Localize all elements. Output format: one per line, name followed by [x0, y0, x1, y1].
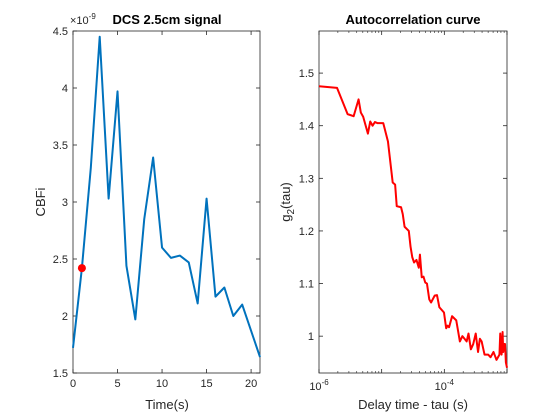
autocorrelation-y-tick-label: 1.5: [299, 68, 314, 80]
autocorrelation-y-tick-label: 1.4: [299, 121, 314, 133]
cbfi-y-multiplier: ×10-9: [70, 12, 96, 27]
autocorrelation-y-tick-label: 1.3: [299, 173, 314, 185]
cbfi-y-tick-label: 4.5: [53, 26, 68, 38]
cbfi-y-tick-label: 3.5: [53, 140, 68, 152]
cbfi-x-tick-label: 10: [156, 378, 168, 390]
autocorrelation-plot-area: [319, 31, 507, 373]
autocorrelation-x-tick-label: 10-4: [435, 378, 455, 393]
autocorrelation-x-axis-label: Delay time - tau (s): [358, 397, 468, 412]
cbfi-x-tick-label: 0: [70, 378, 76, 390]
autocorrelation-x-tick-label: 10-6: [309, 378, 329, 393]
chart-cbfi-panel: 0 5 10 15 20 1.5 2 2.5 3 3.5 4 4.5 ×10-9 DCS 2.5cm…: [33, 12, 260, 412]
cbfi-x-axis-label: Time(s): [145, 397, 189, 412]
cbfi-y-axis-label: CBFi: [33, 187, 48, 216]
autocorrelation-y-axis-label: g2(tau): [278, 182, 297, 222]
cbfi-chart-title: DCS 2.5cm signal: [112, 12, 221, 27]
cbfi-x-tick-label: 20: [245, 378, 257, 390]
autocorrelation-y-tick-label: 1: [308, 331, 314, 343]
cbfi-y-tick-label: 4: [62, 83, 68, 95]
cbfi-x-tick-label: 5: [114, 378, 120, 390]
cbfi-current-point-marker: [78, 264, 86, 272]
autocorrelation-chart-title: Autocorrelation curve: [345, 12, 480, 27]
cbfi-y-tick-label: 2.5: [53, 254, 68, 266]
autocorrelation-y-tick-label: 1.1: [299, 279, 314, 291]
autocorrelation-y-tick-label: 1.2: [299, 226, 314, 238]
cbfi-y-tick-label: 2: [62, 311, 68, 323]
cbfi-y-tick-label: 3: [62, 197, 68, 209]
cbfi-plot-area: [73, 31, 260, 373]
chart-autocorrelation-panel: 10-6 10-4 1 1.1 1.2 1.3 1.4 1.5 Autocorrelatio…: [278, 12, 507, 412]
cbfi-x-tick-label: 15: [200, 378, 212, 390]
cbfi-y-tick-label: 1.5: [53, 368, 68, 380]
